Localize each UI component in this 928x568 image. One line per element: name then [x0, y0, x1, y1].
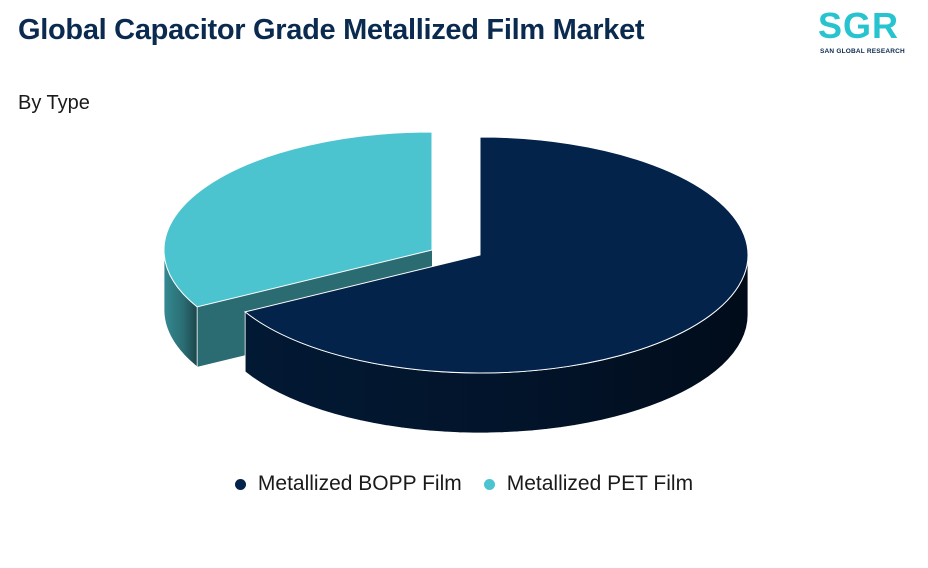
pie-slice-bopp[interactable]	[244, 136, 749, 434]
pie-slice-pet-top	[163, 131, 433, 308]
chart-title: Global Capacitor Grade Metallized Film M…	[18, 14, 645, 46]
chart-legend: Metallized BOPP Film Metallized PET Film	[0, 472, 928, 496]
pie-slice-bopp-top	[244, 136, 749, 374]
legend-marker-bopp	[234, 478, 246, 490]
legend-label-pet: Metallized PET Film	[506, 472, 694, 495]
sgr-logo: SGR SAN GLOBAL RESEARCH	[818, 6, 922, 58]
logo-tagline: SAN GLOBAL RESEARCH	[820, 48, 905, 55]
logo-mark: SGR	[818, 5, 900, 46]
legend-item-pet[interactable]: Metallized PET Film	[483, 472, 694, 496]
legend-marker-pet	[483, 478, 495, 490]
chart-subtitle: By Type	[18, 92, 90, 114]
legend-label-bopp: Metallized BOPP Film	[257, 472, 462, 495]
legend-item-bopp[interactable]: Metallized BOPP Film	[234, 472, 462, 496]
